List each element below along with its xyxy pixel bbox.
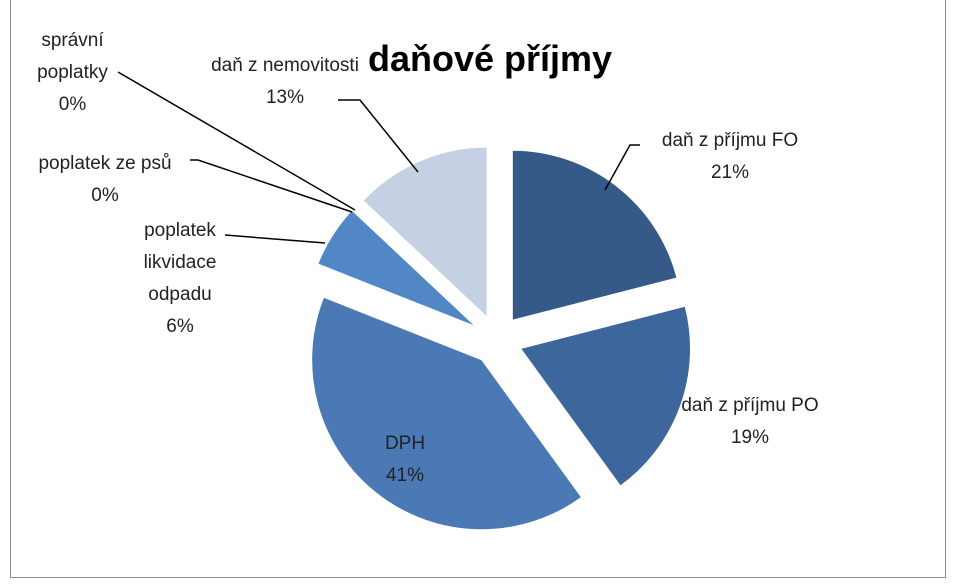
category-label: daň z příjmu FO — [661, 130, 799, 151]
data-label: poplatek likvidace odpadu 6% — [120, 215, 240, 343]
data-label: DPH 41% — [345, 428, 465, 492]
leader-line — [190, 159, 353, 213]
value-label: 19% — [730, 427, 770, 448]
pie-slice — [317, 209, 477, 328]
pie-slice — [511, 149, 678, 321]
data-label: daň z příjmu FO 21% — [630, 125, 830, 189]
value-label: 41% — [385, 465, 425, 486]
value-label: 13% — [265, 87, 305, 108]
chart-frame — [10, 0, 946, 578]
category-label: správní poplatky — [37, 30, 108, 83]
value-label: 0% — [91, 185, 119, 206]
category-label: poplatek likvidace odpadu — [143, 220, 217, 305]
value-label: 6% — [166, 316, 194, 337]
data-label: daň z nemovitosti 13% — [210, 50, 360, 114]
category-label: daň z nemovitosti — [211, 55, 359, 76]
pie-slice — [519, 305, 692, 487]
category-label: DPH — [384, 433, 426, 454]
value-label: 0% — [58, 94, 87, 115]
data-label: správní poplatky 0% — [25, 25, 120, 121]
leader-line — [338, 99, 419, 173]
category-label: daň z příjmu PO — [681, 395, 819, 416]
pie-slice — [362, 146, 488, 319]
leader-line — [117, 71, 356, 211]
value-label: 21% — [710, 162, 750, 183]
data-label: poplatek ze psů 0% — [10, 148, 200, 212]
chart-title: daňové příjmy — [367, 38, 613, 79]
pie-slice — [311, 296, 583, 531]
leader-line — [224, 234, 326, 244]
leader-line — [604, 144, 640, 191]
data-label: daň z příjmu PO 19% — [660, 390, 840, 454]
category-label: poplatek ze psů — [38, 153, 172, 174]
